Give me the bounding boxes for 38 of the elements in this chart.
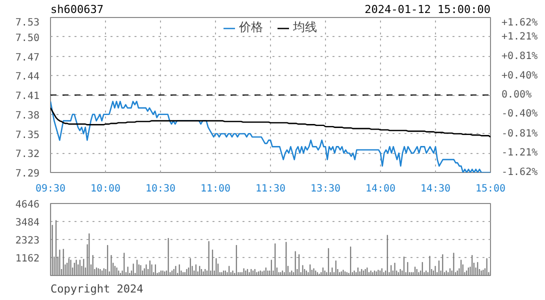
- y-tick-label: 1162: [15, 253, 40, 264]
- y2-tick-label: 0.00%: [502, 90, 532, 100]
- x-tick-label: 11:00: [200, 184, 231, 194]
- x-tick-label: 10:30: [145, 184, 176, 194]
- y2-tick-label: +0.81%: [502, 50, 538, 62]
- y-tick-label: 7.32: [15, 149, 40, 160]
- y-tick-label: 7.29: [15, 168, 40, 180]
- y-tick-label: 4646: [15, 200, 40, 210]
- text: 2024-01-12 15:00:00: [364, 2, 491, 16]
- x-tick-label: 14:30: [420, 184, 451, 194]
- y2-tick-label: -0.40%: [502, 108, 538, 120]
- y-tick-label: 3484: [15, 218, 40, 229]
- x-tick-label: 13:30: [310, 184, 341, 194]
- line-series: [50, 100, 490, 172]
- y-tick-label: 7.41: [15, 91, 40, 102]
- y-tick-label: 7.53: [15, 18, 40, 28]
- chart-title: sh600637: [50, 2, 104, 16]
- y2-tick-label: -0.81%: [502, 128, 538, 140]
- y-tick-label: 7.38: [15, 110, 40, 122]
- y2-tick-label: -1.21%: [502, 147, 538, 158]
- legend-label: 价格: [239, 19, 263, 36]
- x-tick-label: 14:00: [365, 184, 396, 194]
- y-tick-label: 7.44: [15, 72, 40, 83]
- y-tick-label: 7.50: [15, 32, 40, 44]
- y-tick-label: 2323: [15, 236, 40, 246]
- y2-tick-label: +0.40%: [502, 70, 538, 82]
- line-series: [50, 107, 490, 138]
- y-tick-label: 7.47: [15, 52, 40, 64]
- y2-tick-label: +1.21%: [502, 32, 538, 43]
- y2-tick-label: -1.62%: [502, 167, 538, 178]
- legend-label: 均线: [293, 19, 317, 36]
- x-tick-label: 10:00: [90, 184, 121, 194]
- x-tick-label: 11:30: [255, 184, 286, 194]
- x-tick-label: 09:30: [35, 184, 66, 194]
- y-tick-label: 7.35: [15, 130, 40, 141]
- y2-tick-label: +1.62%: [502, 18, 538, 28]
- text: Copyright 2024: [50, 282, 144, 296]
- x-tick-label: 15:00: [475, 184, 506, 194]
